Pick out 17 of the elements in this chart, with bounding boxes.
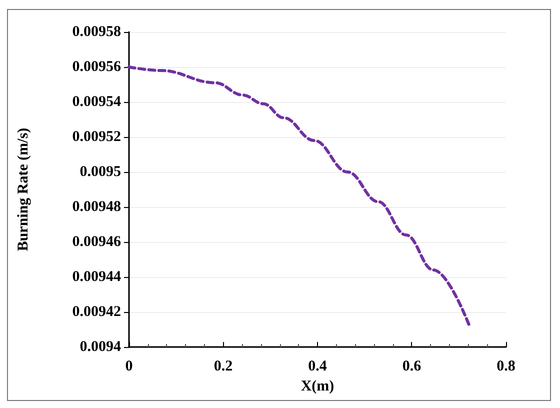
y-tick-label: 0.00954 [72, 94, 122, 110]
y-tick-label: 0.0095 [80, 164, 121, 180]
y-tick-label: 0.00944 [72, 269, 122, 285]
x-tick-label: 0.4 [308, 358, 328, 374]
y-tick-label: 0.0094 [80, 339, 122, 355]
y-tick-label: 0.00946 [72, 234, 122, 250]
x-tick-label: 0.6 [402, 358, 422, 374]
y-tick-label: 0.00958 [72, 24, 121, 40]
y-tick-label: 0.00956 [72, 59, 122, 75]
y-tick-label: 0.00948 [72, 199, 121, 215]
y-axis-title: Burning Rate (m/s) [16, 128, 32, 252]
x-axis-title: X(m) [300, 378, 334, 394]
y-tick-label: 0.00942 [72, 304, 121, 320]
x-tick-label: 0 [125, 358, 133, 374]
x-tick-label: 0.2 [214, 358, 233, 374]
y-tick-label: 0.00952 [72, 129, 121, 145]
x-tick-label: 0.8 [496, 358, 516, 374]
